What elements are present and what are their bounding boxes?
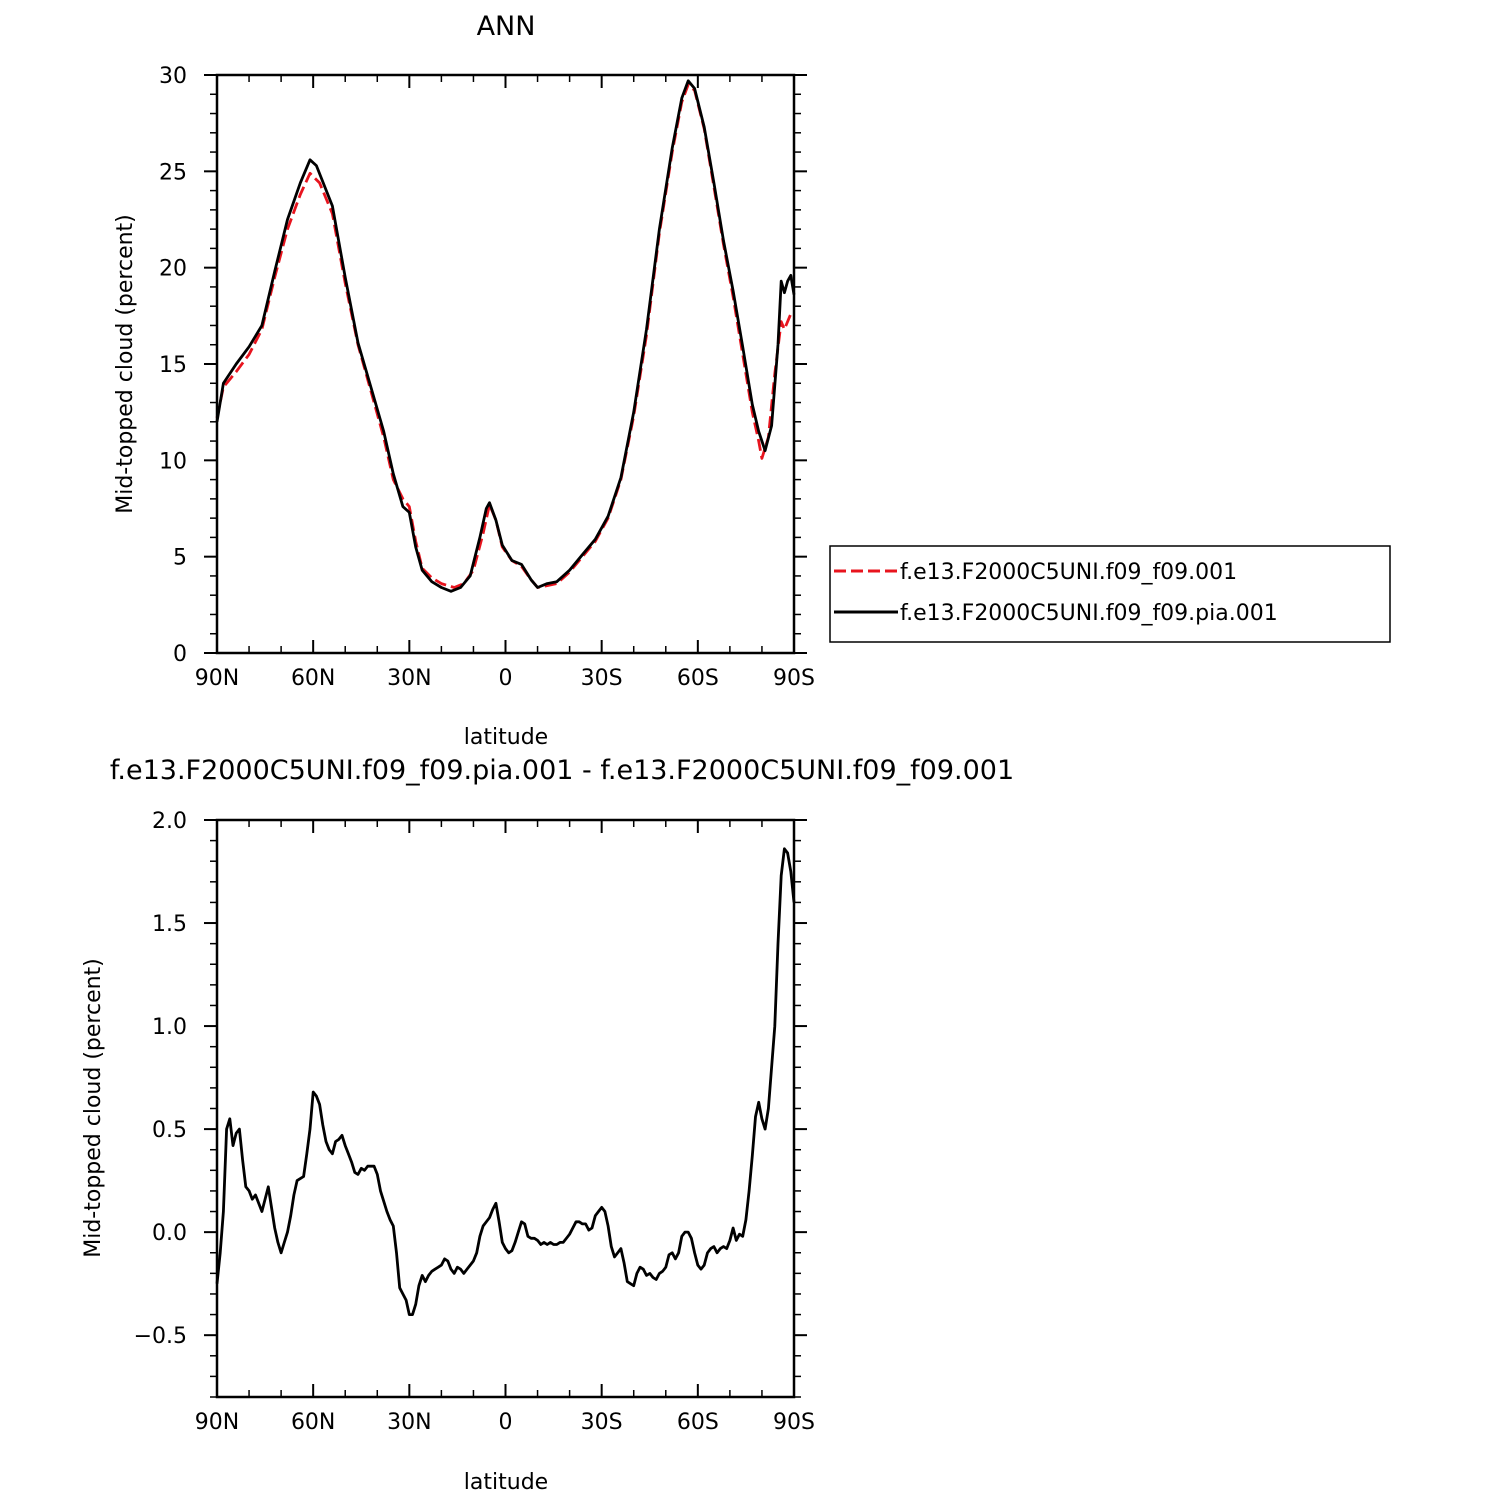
x-tick-label: 60N	[291, 1410, 335, 1435]
y-tick-label: 25	[159, 160, 187, 185]
bottom-panel-title: f.e13.F2000C5UNI.f09_f09.pia.001 - f.e13…	[110, 755, 1014, 786]
bottom-panel-ticks: 90N 60N 30N 0 30S 60S 90S −0.5 0.0 0.5 1.0 1.5 2.0	[134, 809, 815, 1435]
y-tick-label: 15	[159, 353, 187, 378]
y-tick-label: 1.0	[152, 1015, 187, 1040]
y-tick-label: 0	[173, 642, 187, 667]
y-tick-label: 5	[173, 546, 187, 571]
bottom-panel-x-axis-title: latitude	[464, 1470, 548, 1495]
top-panel-title: ANN	[477, 11, 536, 42]
x-tick-label: 90N	[195, 1410, 239, 1435]
x-tick-label: 90N	[195, 666, 239, 691]
legend: f.e13.F2000C5UNI.f09_f09.001 f.e13.F2000…	[829, 545, 1391, 643]
top-panel-y-axis-title: Mid-topped cloud (percent)	[113, 214, 138, 514]
bottom-panel-plot-frame	[215, 818, 796, 1399]
bottom-panel-series	[215, 847, 796, 1316]
series-line-1-0	[215, 847, 796, 1316]
x-tick-label: 30S	[581, 1410, 623, 1435]
x-tick-label: 0	[499, 1410, 513, 1435]
y-tick-label: 1.5	[152, 912, 187, 937]
y-tick-label: 20	[159, 257, 187, 282]
legend-box	[829, 545, 1391, 643]
series-line-0-1	[215, 79, 796, 593]
legend-label-control: f.e13.F2000C5UNI.f09_f09.001	[900, 560, 1237, 585]
x-tick-label: 60S	[677, 666, 719, 691]
x-tick-label: 30N	[387, 1410, 431, 1435]
x-tick-label: 30N	[387, 666, 431, 691]
series-line-0-0	[215, 83, 795, 589]
top-panel-x-axis-title: latitude	[464, 725, 548, 750]
x-tick-label: 30S	[581, 666, 623, 691]
bottom-panel-y-axis-title: Mid-topped cloud (percent)	[81, 958, 106, 1258]
top-panel-ticks: 90N 60N 30N 0 30S 60S 90S 0 5 10 15 20 25 30	[159, 64, 815, 691]
x-tick-label: 90S	[773, 666, 815, 691]
x-tick-label: 60S	[677, 1410, 719, 1435]
bottom-panel: f.e13.F2000C5UNI.f09_f09.pia.001 - f.e13…	[81, 755, 1014, 1495]
x-tick-label: 60N	[291, 666, 335, 691]
x-tick-label: 90S	[773, 1410, 815, 1435]
y-tick-label: 30	[159, 64, 187, 89]
y-tick-label: −0.5	[134, 1324, 187, 1349]
y-tick-label: 10	[159, 449, 187, 474]
top-panel: ANN Mid-topped cloud (percent) latitude …	[113, 11, 1391, 750]
y-tick-label: 0.0	[152, 1221, 187, 1246]
y-tick-label: 0.5	[152, 1118, 187, 1143]
y-tick-label: 2.0	[152, 809, 187, 834]
x-tick-label: 0	[499, 666, 513, 691]
top-panel-series	[215, 79, 796, 593]
top-panel-plot-frame	[215, 73, 796, 655]
legend-label-pia: f.e13.F2000C5UNI.f09_f09.pia.001	[900, 601, 1278, 626]
